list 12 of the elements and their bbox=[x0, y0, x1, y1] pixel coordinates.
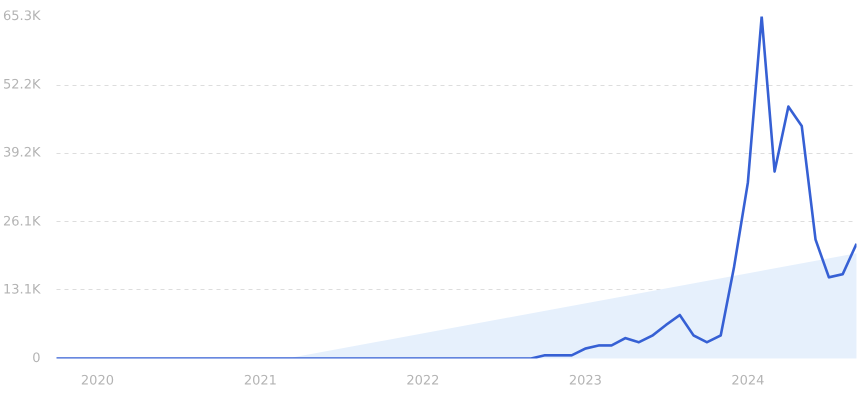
x-tick-label: 2022 bbox=[406, 374, 440, 388]
x-tick-label: 2023 bbox=[568, 374, 602, 388]
x-tick-label: 2024 bbox=[731, 374, 764, 388]
y-tick-label: 0 bbox=[32, 351, 41, 366]
y-tick-label: 39.2K bbox=[3, 146, 41, 161]
x-tick-label: 2020 bbox=[80, 374, 114, 388]
y-tick-label: 13.1K bbox=[3, 282, 41, 298]
y-tick-label: 26.1K bbox=[3, 214, 41, 230]
line-series bbox=[56, 16, 856, 358]
x-tick-label: 2021 bbox=[244, 374, 277, 388]
y-tick-label: 65.3K bbox=[3, 9, 41, 24]
y-tick-label: 52.2K bbox=[3, 78, 41, 93]
